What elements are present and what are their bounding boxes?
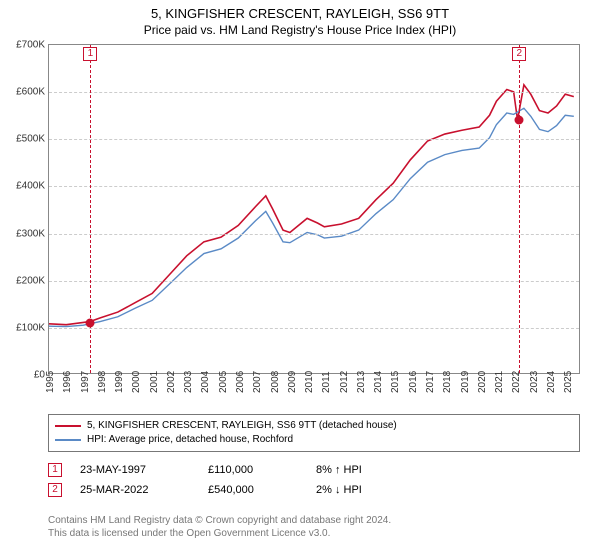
x-tick-label: 1997 <box>80 371 91 393</box>
x-tick-label: 2021 <box>494 371 505 393</box>
legend-row: 5, KINGFISHER CRESCENT, RAYLEIGH, SS6 9T… <box>55 419 573 433</box>
y-tick-label: £700K <box>16 40 49 51</box>
x-tick-label: 1998 <box>97 371 108 393</box>
x-tick-label: 2003 <box>183 371 194 393</box>
x-tick-label: 2013 <box>356 371 367 393</box>
x-tick-label: 2023 <box>529 371 540 393</box>
x-tick-label: 2012 <box>339 371 350 393</box>
footer-line: This data is licensed under the Open Gov… <box>48 527 391 540</box>
series-hpi <box>49 108 574 326</box>
legend-row: HPI: Average price, detached house, Roch… <box>55 433 573 447</box>
sale-reference-line <box>519 45 520 373</box>
x-tick-label: 2002 <box>166 371 177 393</box>
sale-date: 23-MAY-1997 <box>80 464 190 476</box>
legend-label: HPI: Average price, detached house, Roch… <box>87 433 293 447</box>
y-tick-label: £200K <box>16 275 49 286</box>
chart-subtitle: Price paid vs. HM Land Registry's House … <box>0 21 600 41</box>
legend-label: 5, KINGFISHER CRESCENT, RAYLEIGH, SS6 9T… <box>87 419 397 433</box>
x-tick-label: 1995 <box>45 371 56 393</box>
x-tick-label: 2018 <box>442 371 453 393</box>
x-tick-label: 2011 <box>321 371 332 393</box>
x-tick-label: 2000 <box>131 371 142 393</box>
y-tick-label: £600K <box>16 87 49 98</box>
x-tick-label: 2015 <box>390 371 401 393</box>
sale-price: £110,000 <box>208 464 298 476</box>
y-gridline <box>49 139 579 140</box>
y-gridline <box>49 92 579 93</box>
sale-marker-box: 1 <box>83 47 97 61</box>
y-tick-label: £300K <box>16 228 49 239</box>
x-tick-label: 2001 <box>149 371 160 393</box>
attribution-footer: Contains HM Land Registry data © Crown c… <box>48 514 391 540</box>
sale-table-row: 1 23-MAY-1997 £110,000 8% ↑ HPI <box>48 460 362 480</box>
x-tick-label: 2016 <box>408 371 419 393</box>
x-tick-label: 2007 <box>252 371 263 393</box>
x-tick-label: 2019 <box>460 371 471 393</box>
footer-line: Contains HM Land Registry data © Crown c… <box>48 514 391 527</box>
y-gridline <box>49 281 579 282</box>
chart-container: { "title": "5, KINGFISHER CRESCENT, RAYL… <box>0 0 600 560</box>
sale-delta: 2% ↓ HPI <box>316 484 362 496</box>
legend-swatch <box>55 425 81 427</box>
sale-point-dot <box>86 319 95 328</box>
legend: 5, KINGFISHER CRESCENT, RAYLEIGH, SS6 9T… <box>48 414 580 452</box>
x-tick-label: 1999 <box>114 371 125 393</box>
x-tick-label: 2009 <box>287 371 298 393</box>
x-tick-label: 2017 <box>425 371 436 393</box>
x-tick-label: 2004 <box>200 371 211 393</box>
plot-area: £0£100K£200K£300K£400K£500K£600K£700K199… <box>48 44 580 374</box>
y-gridline <box>49 328 579 329</box>
sale-points-table: 1 23-MAY-1997 £110,000 8% ↑ HPI 2 25-MAR-2022… <box>48 460 362 500</box>
x-tick-label: 2014 <box>373 371 384 393</box>
legend-swatch <box>55 439 81 441</box>
chart-svg <box>49 45 579 373</box>
sale-price: £540,000 <box>208 484 298 496</box>
sale-date: 25-MAR-2022 <box>80 484 190 496</box>
x-tick-label: 2010 <box>304 371 315 393</box>
x-tick-label: 2025 <box>563 371 574 393</box>
y-tick-label: £400K <box>16 181 49 192</box>
sale-table-row: 2 25-MAR-2022 £540,000 2% ↓ HPI <box>48 480 362 500</box>
x-tick-label: 2020 <box>477 371 488 393</box>
y-gridline <box>49 186 579 187</box>
sale-index-box: 1 <box>48 463 62 477</box>
sale-marker-box: 2 <box>512 47 526 61</box>
x-tick-label: 2006 <box>235 371 246 393</box>
y-tick-label: £500K <box>16 134 49 145</box>
x-tick-label: 1996 <box>62 371 73 393</box>
y-tick-label: £100K <box>16 322 49 333</box>
x-tick-label: 2005 <box>218 371 229 393</box>
sale-delta: 8% ↑ HPI <box>316 464 362 476</box>
x-tick-label: 2022 <box>511 371 522 393</box>
chart-title: 5, KINGFISHER CRESCENT, RAYLEIGH, SS6 9T… <box>0 0 600 21</box>
sale-index-box: 2 <box>48 483 62 497</box>
x-tick-label: 2024 <box>546 371 557 393</box>
sale-point-dot <box>515 116 524 125</box>
series-address <box>49 85 574 325</box>
y-gridline <box>49 234 579 235</box>
x-tick-label: 2008 <box>270 371 281 393</box>
